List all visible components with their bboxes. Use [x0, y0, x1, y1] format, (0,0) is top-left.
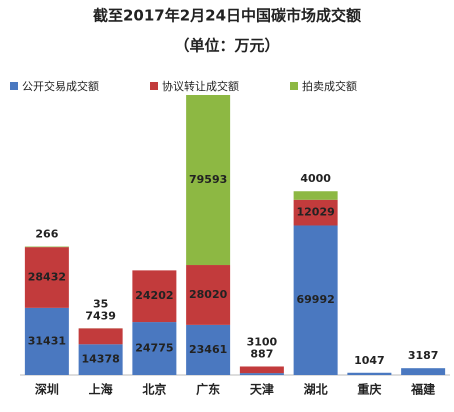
- x-tick-label: 广东: [196, 382, 220, 397]
- legend-swatch: [10, 82, 18, 90]
- bar-segment: [401, 368, 445, 375]
- data-label: 887: [250, 347, 273, 360]
- data-label: 266: [35, 228, 58, 241]
- x-tick-label: 福建: [410, 382, 436, 397]
- data-label: 4000: [300, 172, 331, 185]
- data-label: 69992: [296, 293, 334, 306]
- data-label: 23461: [189, 343, 227, 356]
- data-label: 3187: [408, 349, 439, 362]
- legend-swatch: [150, 82, 158, 90]
- data-label: 24775: [135, 342, 173, 355]
- data-label: 28432: [28, 270, 66, 283]
- legend-label: 公开交易成交额: [22, 79, 99, 93]
- x-tick-label: 湖北: [304, 382, 328, 397]
- data-label: 79593: [189, 173, 227, 186]
- data-label: 3100: [247, 335, 278, 348]
- legend-label: 拍卖成交额: [302, 79, 357, 93]
- data-label: 35: [93, 297, 108, 310]
- data-label: 14378: [81, 353, 119, 366]
- bar-segment: [240, 366, 284, 373]
- x-tick-label: 重庆: [357, 382, 381, 397]
- x-tick-label: 深圳: [35, 382, 59, 397]
- bar-segment: [79, 328, 123, 344]
- legend-label: 协议转让成交额: [162, 79, 239, 93]
- chart-subtitle: （单位：万元）: [174, 37, 279, 55]
- data-label: 28020: [189, 288, 228, 301]
- x-tick-label: 北京: [142, 382, 166, 397]
- bar-segment: [294, 191, 338, 200]
- data-label: 31431: [28, 334, 66, 347]
- legend-swatch: [290, 82, 298, 90]
- data-label: 12029: [296, 206, 334, 219]
- data-label: 24202: [135, 289, 173, 302]
- data-label: 7439: [85, 309, 116, 322]
- x-tick-label: 天津: [250, 382, 274, 397]
- chart-title: 截至2017年2月24日中国碳市场成交额: [93, 7, 361, 25]
- bar-segment: [240, 373, 284, 375]
- data-label: 1047: [354, 354, 385, 367]
- bar-segment: [25, 247, 69, 248]
- bar-segment: [347, 373, 391, 375]
- x-tick-label: 上海: [89, 382, 113, 397]
